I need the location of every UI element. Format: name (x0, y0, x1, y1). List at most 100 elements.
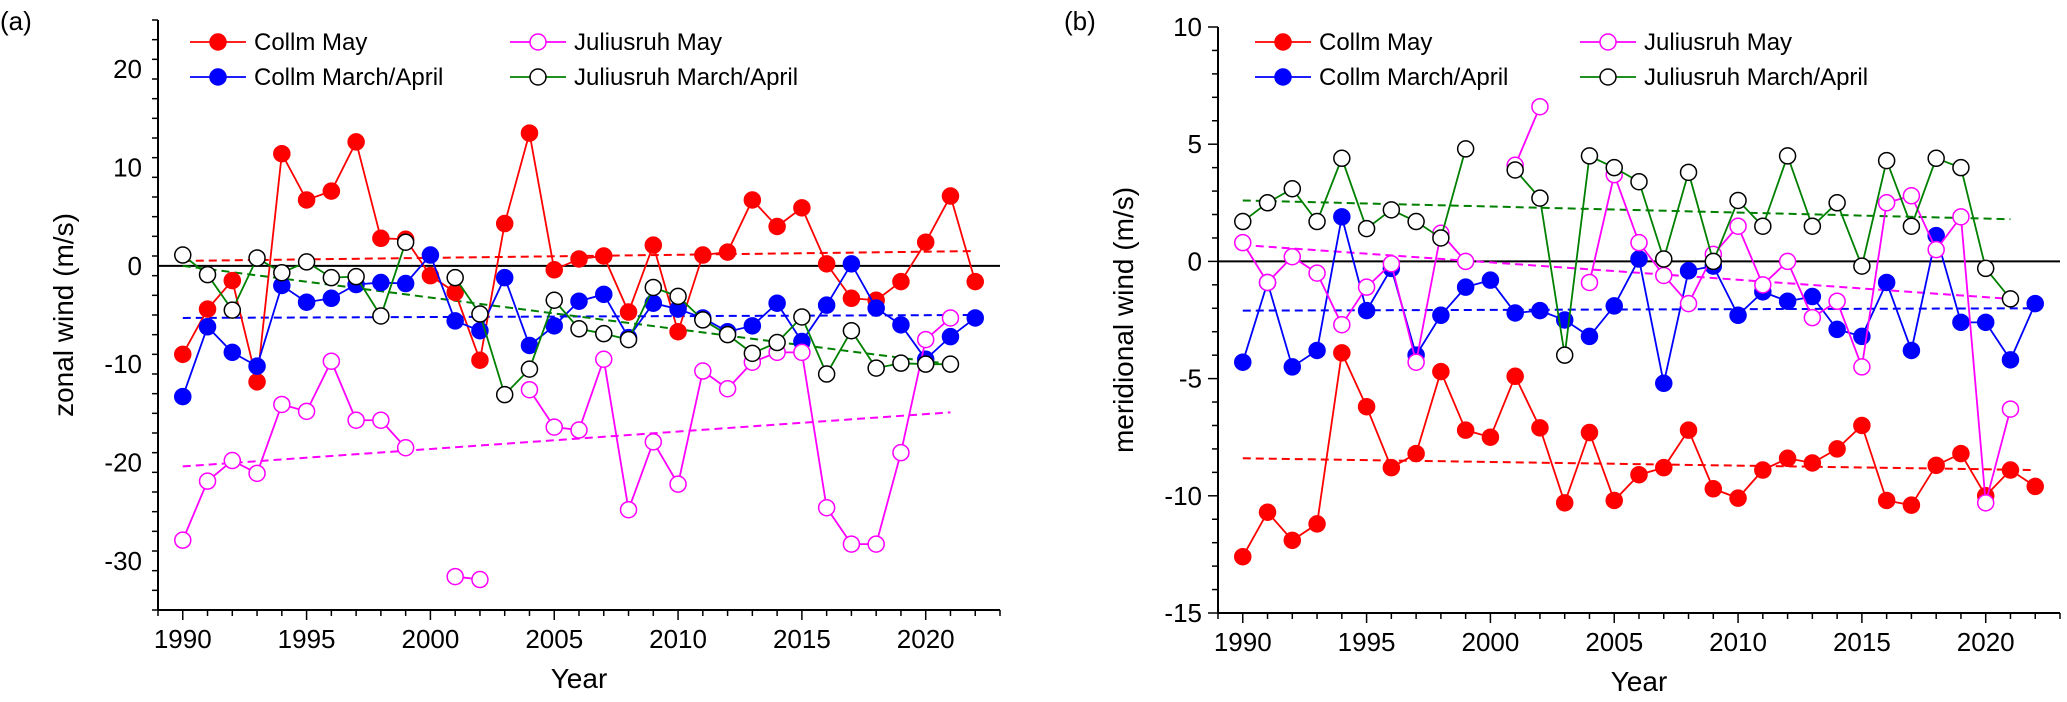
data-point (1952, 444, 1970, 463)
legend: Collm May Juliusruh May Collm March/April J… (190, 29, 798, 91)
data-point (1258, 273, 1277, 292)
data-point (223, 451, 242, 470)
data-point (2001, 290, 2020, 308)
x-tick-label: 2010 (649, 624, 707, 654)
x-tick-label: 1990 (154, 624, 212, 654)
x-axis-label: Year (1611, 666, 1668, 697)
data-point (2026, 294, 2044, 313)
data-point (595, 247, 613, 265)
data-point (793, 199, 811, 217)
data-point (1877, 491, 1896, 510)
data-point (817, 365, 836, 383)
data-point (1952, 208, 1970, 226)
legend-item: Collm March/April (190, 64, 443, 91)
data-point (867, 359, 885, 377)
data-point (446, 268, 464, 287)
data-point (1555, 494, 1574, 512)
panel-label: (b) (1064, 6, 1096, 36)
data-point (2001, 461, 2020, 479)
y-tick-label: 10 (1173, 12, 1202, 42)
data-point (1853, 416, 1871, 435)
data-point (322, 182, 341, 200)
legend-swatch-marker (1274, 68, 1292, 86)
x-tick-label: 2005 (1585, 627, 1643, 657)
x-tick-label: 2000 (1461, 627, 1519, 657)
data-point (768, 294, 786, 312)
x-tick-label: 1995 (278, 624, 336, 654)
data-point (1357, 397, 1376, 416)
data-point (297, 191, 316, 209)
y-tick-label: -10 (104, 349, 142, 379)
data-point (1605, 158, 1623, 177)
data-point (768, 333, 786, 352)
data-point (842, 289, 861, 308)
data-point (1382, 201, 1401, 219)
data-point (545, 418, 563, 436)
series-line (528, 317, 952, 546)
y-axis-label: meridional wind (m/s) (1108, 187, 1139, 453)
data-point (198, 300, 217, 318)
data-point (1754, 276, 1772, 294)
data-point (669, 287, 687, 306)
data-point (570, 292, 588, 310)
data-point (1754, 461, 1772, 479)
series-juliusruh-march-april (174, 233, 960, 404)
legend-item: Collm May (1255, 29, 1432, 56)
legend-swatch-marker (209, 33, 227, 51)
data-point (817, 498, 836, 517)
data-point (1407, 212, 1425, 231)
data-point (273, 263, 291, 282)
data-point (1655, 266, 1673, 285)
data-point (1630, 233, 1648, 252)
legend-label: Juliusruh May (1644, 29, 1792, 56)
data-point (694, 362, 712, 380)
data-point (1927, 456, 1945, 475)
data-point (1456, 278, 1475, 296)
trend-line (1242, 243, 2011, 300)
data-point (1382, 458, 1401, 477)
data-point (1605, 491, 1623, 510)
legend-item: Juliusruh March/April (1580, 64, 1868, 91)
data-point (471, 570, 489, 589)
y-tick-label: 20 (113, 54, 142, 84)
data-point (1927, 149, 1945, 168)
data-point (1679, 163, 1698, 182)
data-point (1679, 262, 1698, 280)
data-point (595, 324, 613, 343)
data-point (297, 402, 316, 421)
data-point (174, 531, 192, 549)
data-point (396, 233, 415, 251)
data-point (1456, 421, 1475, 439)
data-point (1432, 306, 1450, 325)
data-point (595, 350, 613, 368)
data-point (644, 278, 663, 297)
data-point (198, 472, 217, 490)
data-point (743, 191, 762, 209)
data-point (916, 355, 935, 373)
legend-item: Juliusruh May (1580, 29, 1792, 56)
x-tick-label: 2020 (897, 624, 955, 654)
data-point (941, 327, 960, 346)
data-point (174, 246, 192, 264)
panel-b: (b) -15 -10 -5 0 5 10 1990 1995 2000 2005 2010 2015 2… (1064, 6, 2061, 697)
data-point (1828, 194, 1846, 212)
data-point (1283, 179, 1302, 198)
series-line (182, 241, 407, 319)
data-point (842, 535, 861, 553)
data-point (644, 236, 663, 254)
data-point (1234, 547, 1252, 566)
data-point (421, 246, 440, 264)
data-point (619, 303, 638, 321)
data-point (1630, 172, 1648, 191)
y-tick-label: 0 (128, 251, 142, 281)
data-point (248, 357, 266, 375)
data-point (1333, 208, 1351, 226)
data-point (1432, 229, 1450, 247)
data-point (1308, 341, 1326, 360)
data-point (1630, 250, 1648, 268)
x-tick-label: 2015 (1833, 627, 1891, 657)
data-point (372, 307, 390, 325)
data-point (347, 133, 365, 151)
data-point (718, 325, 737, 344)
data-point (223, 271, 242, 290)
